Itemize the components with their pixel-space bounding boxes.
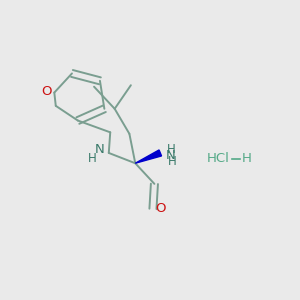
Polygon shape: [135, 150, 161, 163]
Text: O: O: [42, 85, 52, 98]
Text: O: O: [155, 202, 166, 215]
Text: N: N: [95, 143, 105, 157]
Text: N: N: [166, 148, 176, 161]
Text: H: H: [167, 143, 176, 157]
Text: H: H: [242, 152, 252, 165]
Text: HCl: HCl: [206, 152, 229, 165]
Text: H: H: [88, 152, 97, 165]
Text: H: H: [168, 155, 176, 168]
